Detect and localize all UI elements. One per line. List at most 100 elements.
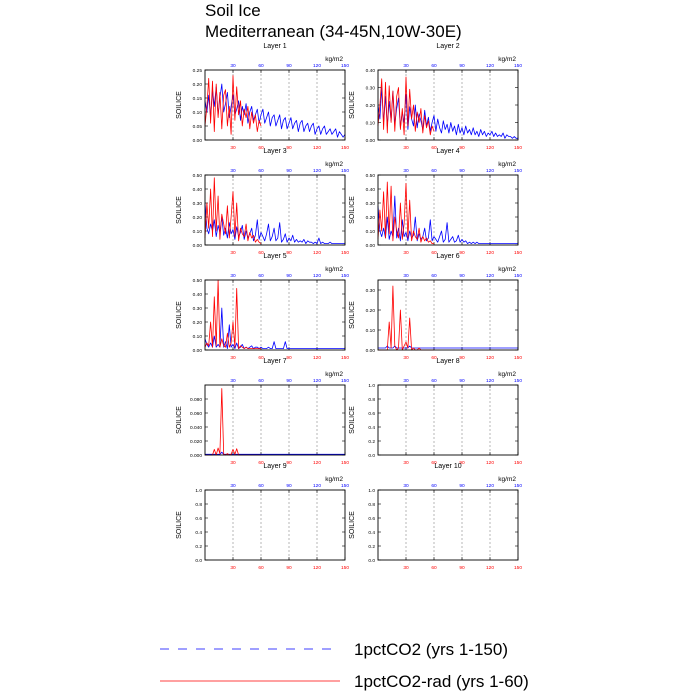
x-tick-label-top: 30 bbox=[230, 273, 236, 279]
x-tick-label-bottom: 30 bbox=[230, 460, 236, 466]
x-tick-label-bottom: 120 bbox=[486, 460, 494, 466]
y-tick-label: 0.40 bbox=[366, 68, 376, 74]
y-tick-label: 0.20 bbox=[366, 308, 376, 314]
x-tick-label-bottom: 150 bbox=[341, 460, 349, 466]
x-tick-label-bottom: 120 bbox=[313, 250, 321, 256]
plot-frame bbox=[377, 384, 519, 456]
y-tick-label: 0.00 bbox=[193, 138, 203, 144]
x-tick-label-top: 30 bbox=[403, 168, 409, 174]
y-tick-label: 0.00 bbox=[366, 243, 376, 249]
y-tick-label: 0.8 bbox=[368, 502, 375, 508]
y-axis-label: SOILICE bbox=[349, 91, 356, 119]
y-tick-label: 0.8 bbox=[368, 397, 375, 403]
y-tick-label: 0.000 bbox=[190, 453, 202, 459]
x-tick-label-bottom: 120 bbox=[313, 460, 321, 466]
panel-layer-7: Layer 7 kg/m2 SOILICE 0.000 0.020 0.040 0.060 0… bbox=[176, 358, 349, 466]
top-axis-unit: kg/m2 bbox=[498, 266, 516, 273]
plot-frame bbox=[377, 489, 519, 561]
x-tick-label-top: 90 bbox=[286, 63, 292, 69]
series-line-red bbox=[377, 76, 435, 136]
y-tick-label: 0.40 bbox=[193, 187, 203, 193]
y-tick-label: 0.20 bbox=[193, 215, 203, 221]
y-tick-label: 0.10 bbox=[366, 120, 376, 126]
x-tick-label-top: 120 bbox=[313, 483, 321, 489]
x-tick-label-top: 150 bbox=[514, 273, 522, 279]
series-line-blue bbox=[378, 345, 518, 349]
panel-title: Layer 9 bbox=[263, 463, 286, 470]
x-tick-label-top: 150 bbox=[341, 483, 349, 489]
x-tick-label-bottom: 60 bbox=[258, 355, 264, 361]
x-tick-label-bottom: 60 bbox=[431, 460, 437, 466]
x-tick-label-bottom: 30 bbox=[403, 460, 409, 466]
x-tick-label-bottom: 30 bbox=[403, 250, 409, 256]
y-tick-label: 0.6 bbox=[368, 411, 375, 417]
y-tick-label: 0.50 bbox=[366, 173, 376, 179]
y-tick-label: 0.05 bbox=[193, 124, 203, 130]
x-tick-label-bottom: 120 bbox=[313, 145, 321, 151]
y-tick-label: 0.10 bbox=[193, 334, 203, 340]
panel-title: Layer 3 bbox=[263, 148, 286, 155]
x-tick-label-bottom: 60 bbox=[431, 355, 437, 361]
x-tick-label-bottom: 90 bbox=[459, 355, 465, 361]
y-tick-label: 0.080 bbox=[190, 397, 202, 403]
x-tick-label-bottom: 120 bbox=[313, 565, 321, 571]
y-tick-label: 0.6 bbox=[195, 516, 202, 522]
y-tick-label: 0.30 bbox=[366, 85, 376, 91]
panel-layer-6: Layer 6 kg/m2 SOILICE 0.00 0.10 0.20 0.30 30 60 9… bbox=[349, 253, 522, 361]
panel-title: Layer 6 bbox=[436, 253, 459, 260]
top-axis-unit: kg/m2 bbox=[325, 56, 343, 63]
y-tick-label: 0.40 bbox=[366, 187, 376, 193]
x-tick-label-bottom: 150 bbox=[514, 355, 522, 361]
x-tick-label-bottom: 30 bbox=[230, 355, 236, 361]
x-tick-label-bottom: 90 bbox=[459, 145, 465, 151]
x-tick-label-top: 90 bbox=[459, 168, 465, 174]
y-tick-label: 0.0 bbox=[368, 558, 375, 564]
figure-title-line2: Mediterranean (34-45N,10W-30E) bbox=[205, 22, 462, 41]
x-tick-label-bottom: 150 bbox=[341, 355, 349, 361]
panel-layer-2: Layer 2 kg/m2 SOILICE 0.00 0.10 0.20 0.30 0.40 3… bbox=[349, 43, 522, 151]
x-tick-label-bottom: 30 bbox=[230, 565, 236, 571]
x-tick-label-bottom: 90 bbox=[286, 355, 292, 361]
y-axis-label: SOILICE bbox=[176, 511, 183, 539]
y-tick-label: 0.20 bbox=[193, 320, 203, 326]
x-tick-label-bottom: 60 bbox=[258, 145, 264, 151]
x-tick-label-bottom: 60 bbox=[258, 565, 264, 571]
x-tick-label-top: 90 bbox=[286, 483, 292, 489]
y-tick-label: 0.10 bbox=[193, 229, 203, 235]
y-tick-label: 0.20 bbox=[366, 215, 376, 221]
y-axis-label: SOILICE bbox=[349, 196, 356, 224]
y-tick-label: 0.30 bbox=[366, 201, 376, 207]
y-tick-label: 0.00 bbox=[366, 138, 376, 144]
y-tick-label: 0.00 bbox=[366, 348, 376, 354]
x-tick-label-bottom: 60 bbox=[431, 145, 437, 151]
series-line-blue bbox=[377, 195, 518, 245]
y-tick-label: 0.0 bbox=[368, 453, 375, 459]
x-tick-label-top: 30 bbox=[230, 483, 236, 489]
x-tick-label-top: 120 bbox=[486, 483, 494, 489]
x-tick-label-top: 90 bbox=[286, 168, 292, 174]
y-tick-label: 1.0 bbox=[195, 488, 202, 494]
panel-layer-1: Layer 1 kg/m2 SOILICE 0.00 0.05 0.10 0.15 0.20 0… bbox=[176, 43, 349, 151]
y-tick-label: 0.30 bbox=[193, 306, 203, 312]
y-tick-label: 0.30 bbox=[366, 288, 376, 294]
x-tick-label-top: 120 bbox=[313, 168, 321, 174]
x-tick-label-bottom: 90 bbox=[286, 460, 292, 466]
y-tick-label: 0.060 bbox=[190, 411, 202, 417]
panel-layer-5: Layer 5 kg/m2 SOILICE 0.00 0.10 0.20 0.30 0.40 0… bbox=[176, 253, 349, 361]
x-tick-label-top: 60 bbox=[431, 483, 437, 489]
y-tick-label: 0.00 bbox=[193, 348, 203, 354]
y-tick-label: 0.040 bbox=[190, 425, 202, 431]
y-tick-label: 0.6 bbox=[368, 516, 375, 522]
plot-frame bbox=[204, 174, 346, 246]
series-line-blue bbox=[204, 83, 346, 138]
x-tick-label-top: 30 bbox=[403, 63, 409, 69]
y-tick-label: 0.2 bbox=[368, 544, 375, 550]
y-tick-label: 0.40 bbox=[193, 292, 203, 298]
y-axis-label: SOILICE bbox=[176, 406, 183, 434]
top-axis-unit: kg/m2 bbox=[498, 56, 516, 63]
panel-layer-3: Layer 3 kg/m2 SOILICE 0.00 0.10 0.20 0.30 0.40 0… bbox=[176, 148, 349, 256]
x-tick-label-top: 90 bbox=[459, 63, 465, 69]
series-line-red bbox=[204, 177, 262, 244]
x-tick-label-bottom: 30 bbox=[230, 250, 236, 256]
